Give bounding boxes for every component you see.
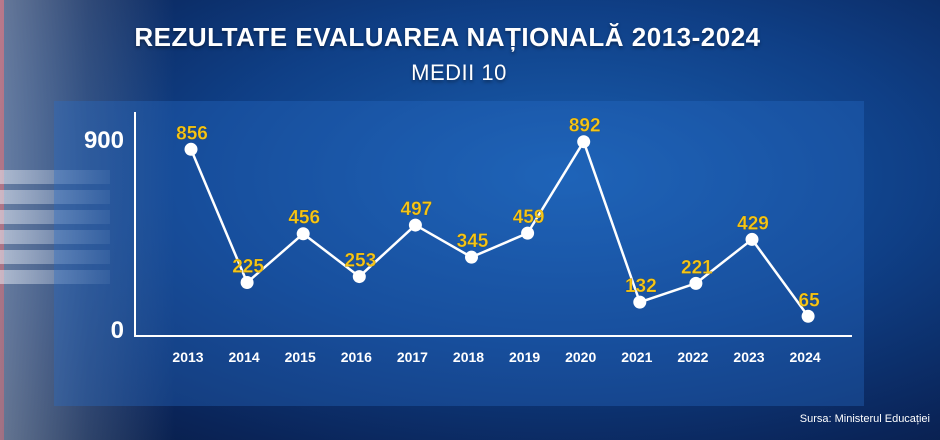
data-label: 892 [569,116,601,137]
data-point [352,270,366,284]
source-note: Sursa: Ministerul Educației [799,413,930,425]
data-label: 456 [288,208,320,229]
data-label: 225 [232,257,264,278]
data-label: 856 [176,123,208,144]
x-tick-label: 2023 [733,349,764,365]
data-label: 221 [681,257,713,278]
x-tick-label: 2016 [341,349,372,365]
x-tick-label: 2024 [790,349,821,365]
paper-stack [0,250,110,264]
x-tick-label: 2018 [453,349,484,365]
data-label: 132 [625,276,657,297]
data-point [296,227,310,241]
data-point [801,309,815,323]
background-photo [0,0,175,440]
x-tick-label: 2019 [509,349,540,365]
data-label: 65 [799,290,821,311]
data-point [184,142,198,156]
data-point [408,218,422,232]
data-label: 497 [401,199,433,220]
data-point [689,276,703,290]
data-label: 253 [344,251,376,272]
data-point [521,226,535,240]
data-point [465,250,478,264]
x-tick-label: 2015 [285,349,316,365]
x-tick-label: 2014 [229,349,260,365]
paper-stack [0,190,110,204]
data-point [577,135,591,149]
series-line [189,140,810,318]
x-tick-label: 2022 [677,349,708,365]
paper-stack [0,170,110,184]
data-point [745,232,759,246]
data-label: 429 [737,213,769,234]
x-tick-label: 2020 [565,349,596,365]
x-tick-label: 2021 [621,349,652,365]
y-tick-label: 900 [84,127,124,154]
x-tick-label: 2013 [172,349,203,365]
data-label: 459 [513,207,545,228]
x-tick-label: 2017 [397,349,428,365]
chart-title: REZULTATE EVALUAREA NAȚIONALĂ 2013-2024 [134,22,761,52]
chart-subtitle: MEDII 10 [411,60,507,85]
data-point [633,295,647,309]
paper-stack [0,270,110,284]
paper-stack [0,210,110,224]
y-tick-label: 0 [111,317,124,344]
data-point [240,276,254,289]
data-label: 345 [457,231,489,252]
paper-stack [0,230,110,244]
